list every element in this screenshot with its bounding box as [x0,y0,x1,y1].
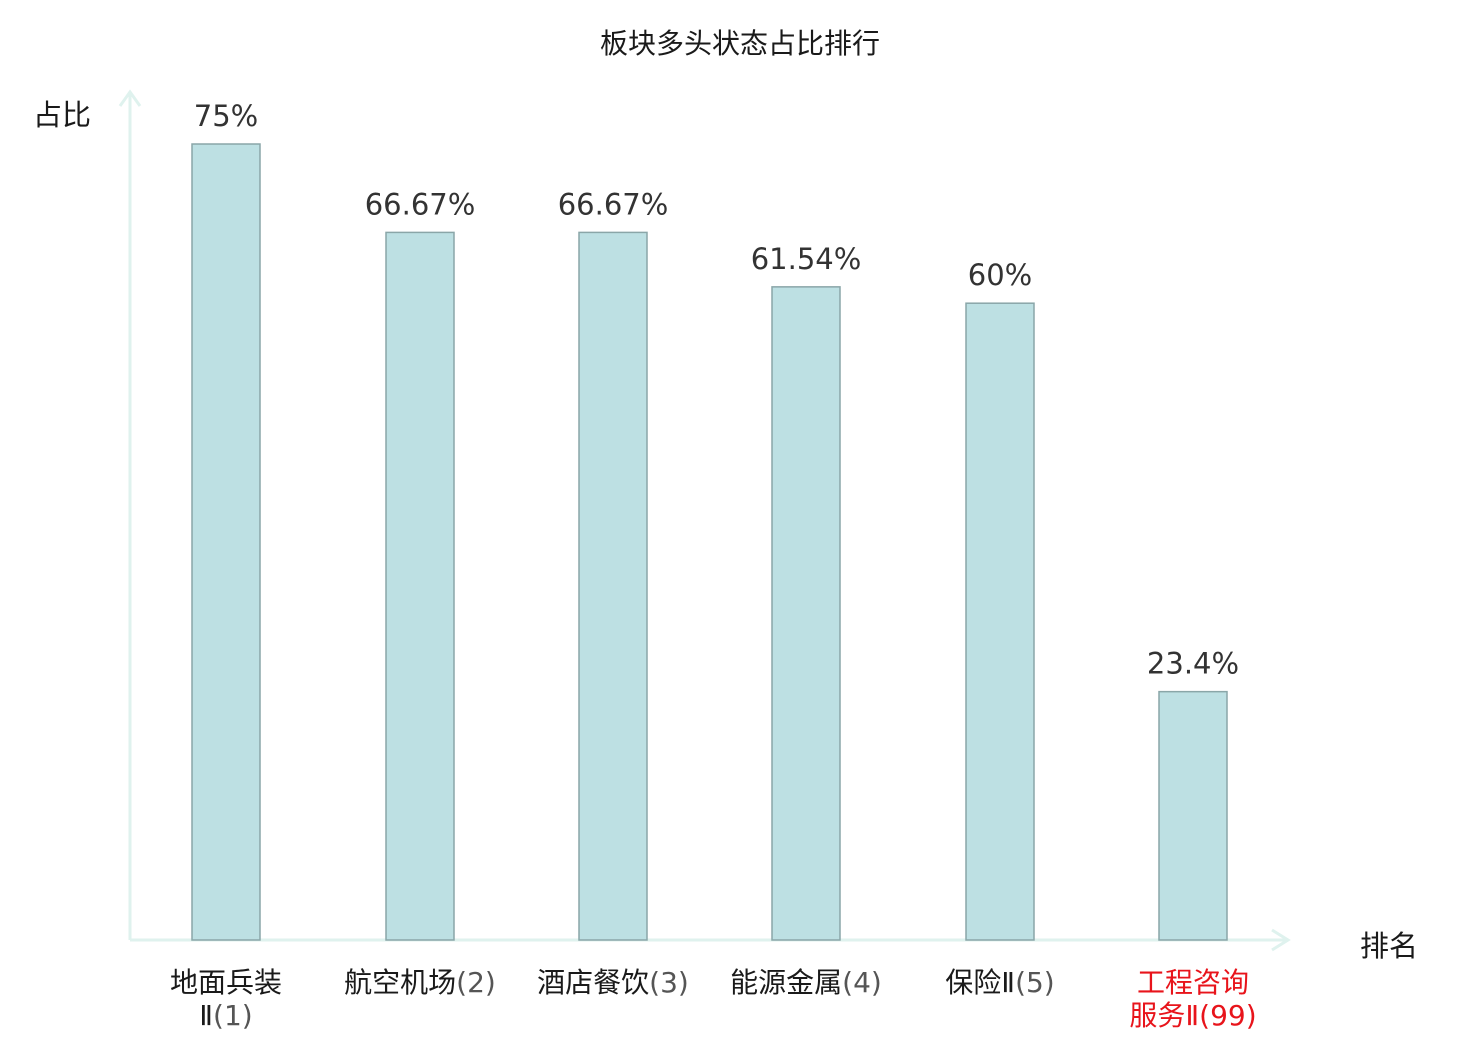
value-label-5: 60% [968,258,1032,292]
category-label-4: 能源金属(4) [706,966,906,999]
category-label-line: 保险Ⅱ(5) [900,966,1100,999]
bars [191,143,1228,941]
bar-1 [191,143,261,941]
category-rank: (2) [456,966,496,999]
category-label-6: 工程咨询 服务Ⅱ(99) [1093,966,1293,1032]
value-label-3: 66.67% [558,187,669,221]
category-label-line: 能源金属(4) [706,966,906,999]
category-name: 能源金属 [730,966,843,999]
category-rank: (1) [213,999,253,1032]
y-axis-arrow [118,89,142,107]
value-label-1: 75% [194,99,258,133]
value-label-2: 66.67% [365,187,476,221]
bar-6 [1158,690,1228,941]
category-name: 服务Ⅱ [1129,999,1200,1032]
axes [118,89,1291,952]
bar-4 [771,286,841,941]
category-label-1: 地面兵装 Ⅱ(1) [126,966,326,1032]
category-name: 航空机场 [344,966,457,999]
category-label-line: 服务Ⅱ(99) [1093,999,1293,1032]
category-name: Ⅱ [199,999,214,1032]
category-label-line: 航空机场(2) [320,966,520,999]
y-axis-label: 占比 [33,98,92,132]
category-name: 保险Ⅱ [945,966,1016,999]
category-label-3: 酒店餐饮(3) [513,966,713,999]
value-label-4: 61.54% [751,242,862,276]
category-label-2: 航空机场(2) [320,966,520,999]
bar-5 [965,302,1035,941]
value-label-6: 23.4% [1147,647,1239,681]
category-label-line: 酒店餐饮(3) [513,966,713,999]
bar-2 [385,231,455,941]
category-rank: (99) [1199,999,1257,1032]
category-name: 酒店餐饮 [537,966,650,999]
chart-title: 板块多头状态占比排行 [599,27,880,60]
category-rank: (4) [842,966,882,999]
value-labels: 75% 66.67% 66.67% 61.54% 60% 23.4% [194,99,1239,681]
category-label-line: Ⅱ(1) [126,999,326,1032]
x-axis-label: 排名 [1360,929,1419,963]
x-axis-arrow [1271,928,1291,952]
category-label-line: 工程咨询 [1136,966,1249,999]
category-rank: (3) [649,966,689,999]
category-rank: (5) [1015,966,1055,999]
bar-3 [578,231,648,941]
category-label-line: 地面兵装 [169,966,282,999]
category-label-5: 保险Ⅱ(5) [900,966,1100,999]
